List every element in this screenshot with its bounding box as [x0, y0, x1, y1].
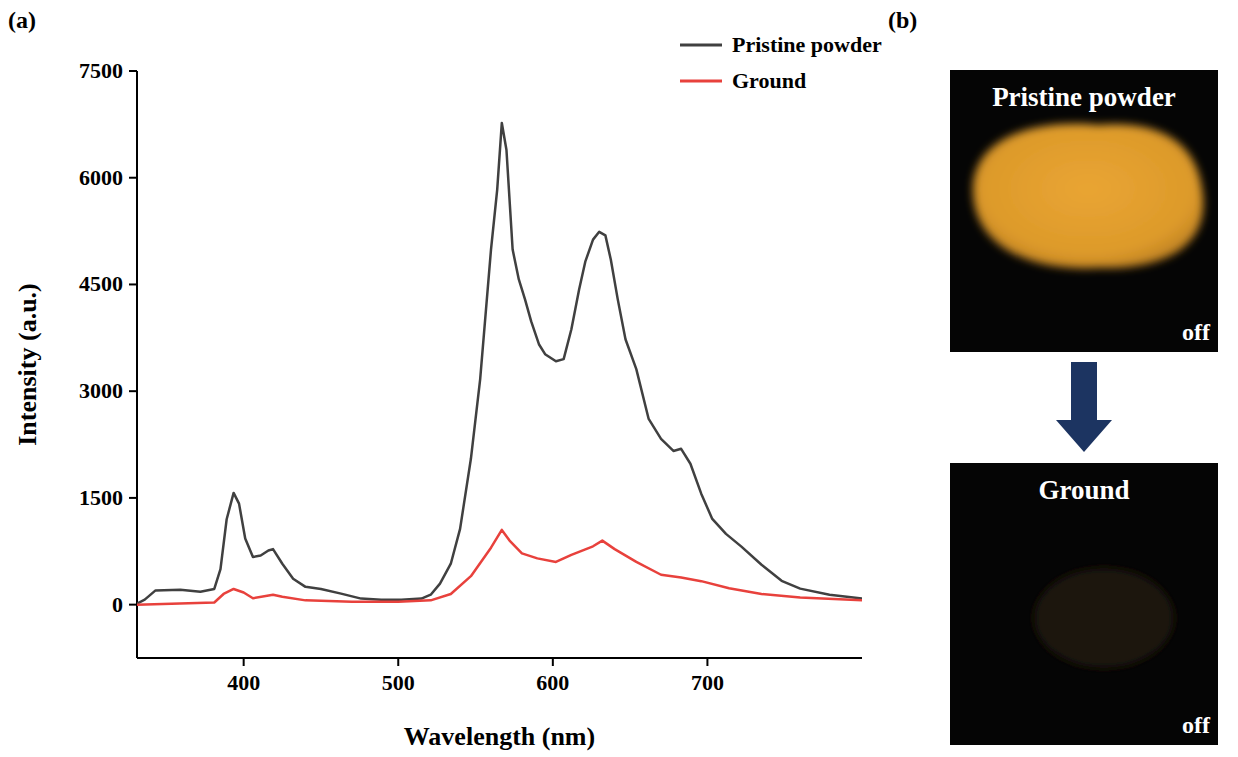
panel-label: (b): [888, 7, 917, 33]
y-axis-title: Intensity (a.u.): [13, 283, 42, 446]
x-tick-label: 700: [691, 670, 724, 695]
powder-faint: [1034, 568, 1174, 668]
x-tick-label: 600: [536, 670, 569, 695]
legend-label: Ground: [732, 68, 806, 93]
x-axis-line: [137, 657, 862, 659]
x-tick: [706, 658, 708, 666]
y-axis-line: [136, 71, 138, 658]
x-tick-label: 500: [382, 670, 415, 695]
x-tick: [552, 658, 554, 666]
y-tick: [129, 283, 137, 285]
photo-title: Pristine powder: [992, 82, 1176, 112]
photo-state: off: [1182, 319, 1211, 345]
legend-swatch: [680, 44, 722, 47]
y-tick: [129, 497, 137, 499]
photo: [950, 70, 1218, 352]
y-tick: [129, 70, 137, 72]
y-tick-label: 1500: [79, 485, 123, 510]
legend-label: Pristine powder: [732, 32, 882, 57]
panel-label: (a): [8, 7, 36, 33]
y-tick: [129, 390, 137, 392]
x-axis-title: Wavelength (nm): [404, 722, 595, 751]
y-tick-label: 3000: [79, 378, 123, 403]
legend-swatch: [680, 80, 722, 83]
y-tick: [129, 177, 137, 179]
figure: (a) (b) 400 500 600 700 0 1500 3000 4500 6000 7500 W…: [0, 0, 1238, 757]
arrow: [1056, 362, 1112, 452]
x-tick-label: 400: [227, 670, 260, 695]
powder-blob: [973, 124, 1204, 269]
plot-lines: [137, 123, 862, 605]
y-tick-label: 7500: [79, 58, 123, 83]
x-tick: [243, 658, 245, 666]
y-tick-label: 6000: [79, 165, 123, 190]
series-line: [137, 530, 862, 605]
x-tick: [397, 658, 399, 666]
photo-title: Ground: [1038, 475, 1129, 505]
y-tick-label: 4500: [79, 271, 123, 296]
y-tick: [129, 604, 137, 606]
photo-state: off: [1182, 712, 1211, 738]
photo: [950, 463, 1218, 745]
y-tick-label: 0: [112, 592, 123, 617]
